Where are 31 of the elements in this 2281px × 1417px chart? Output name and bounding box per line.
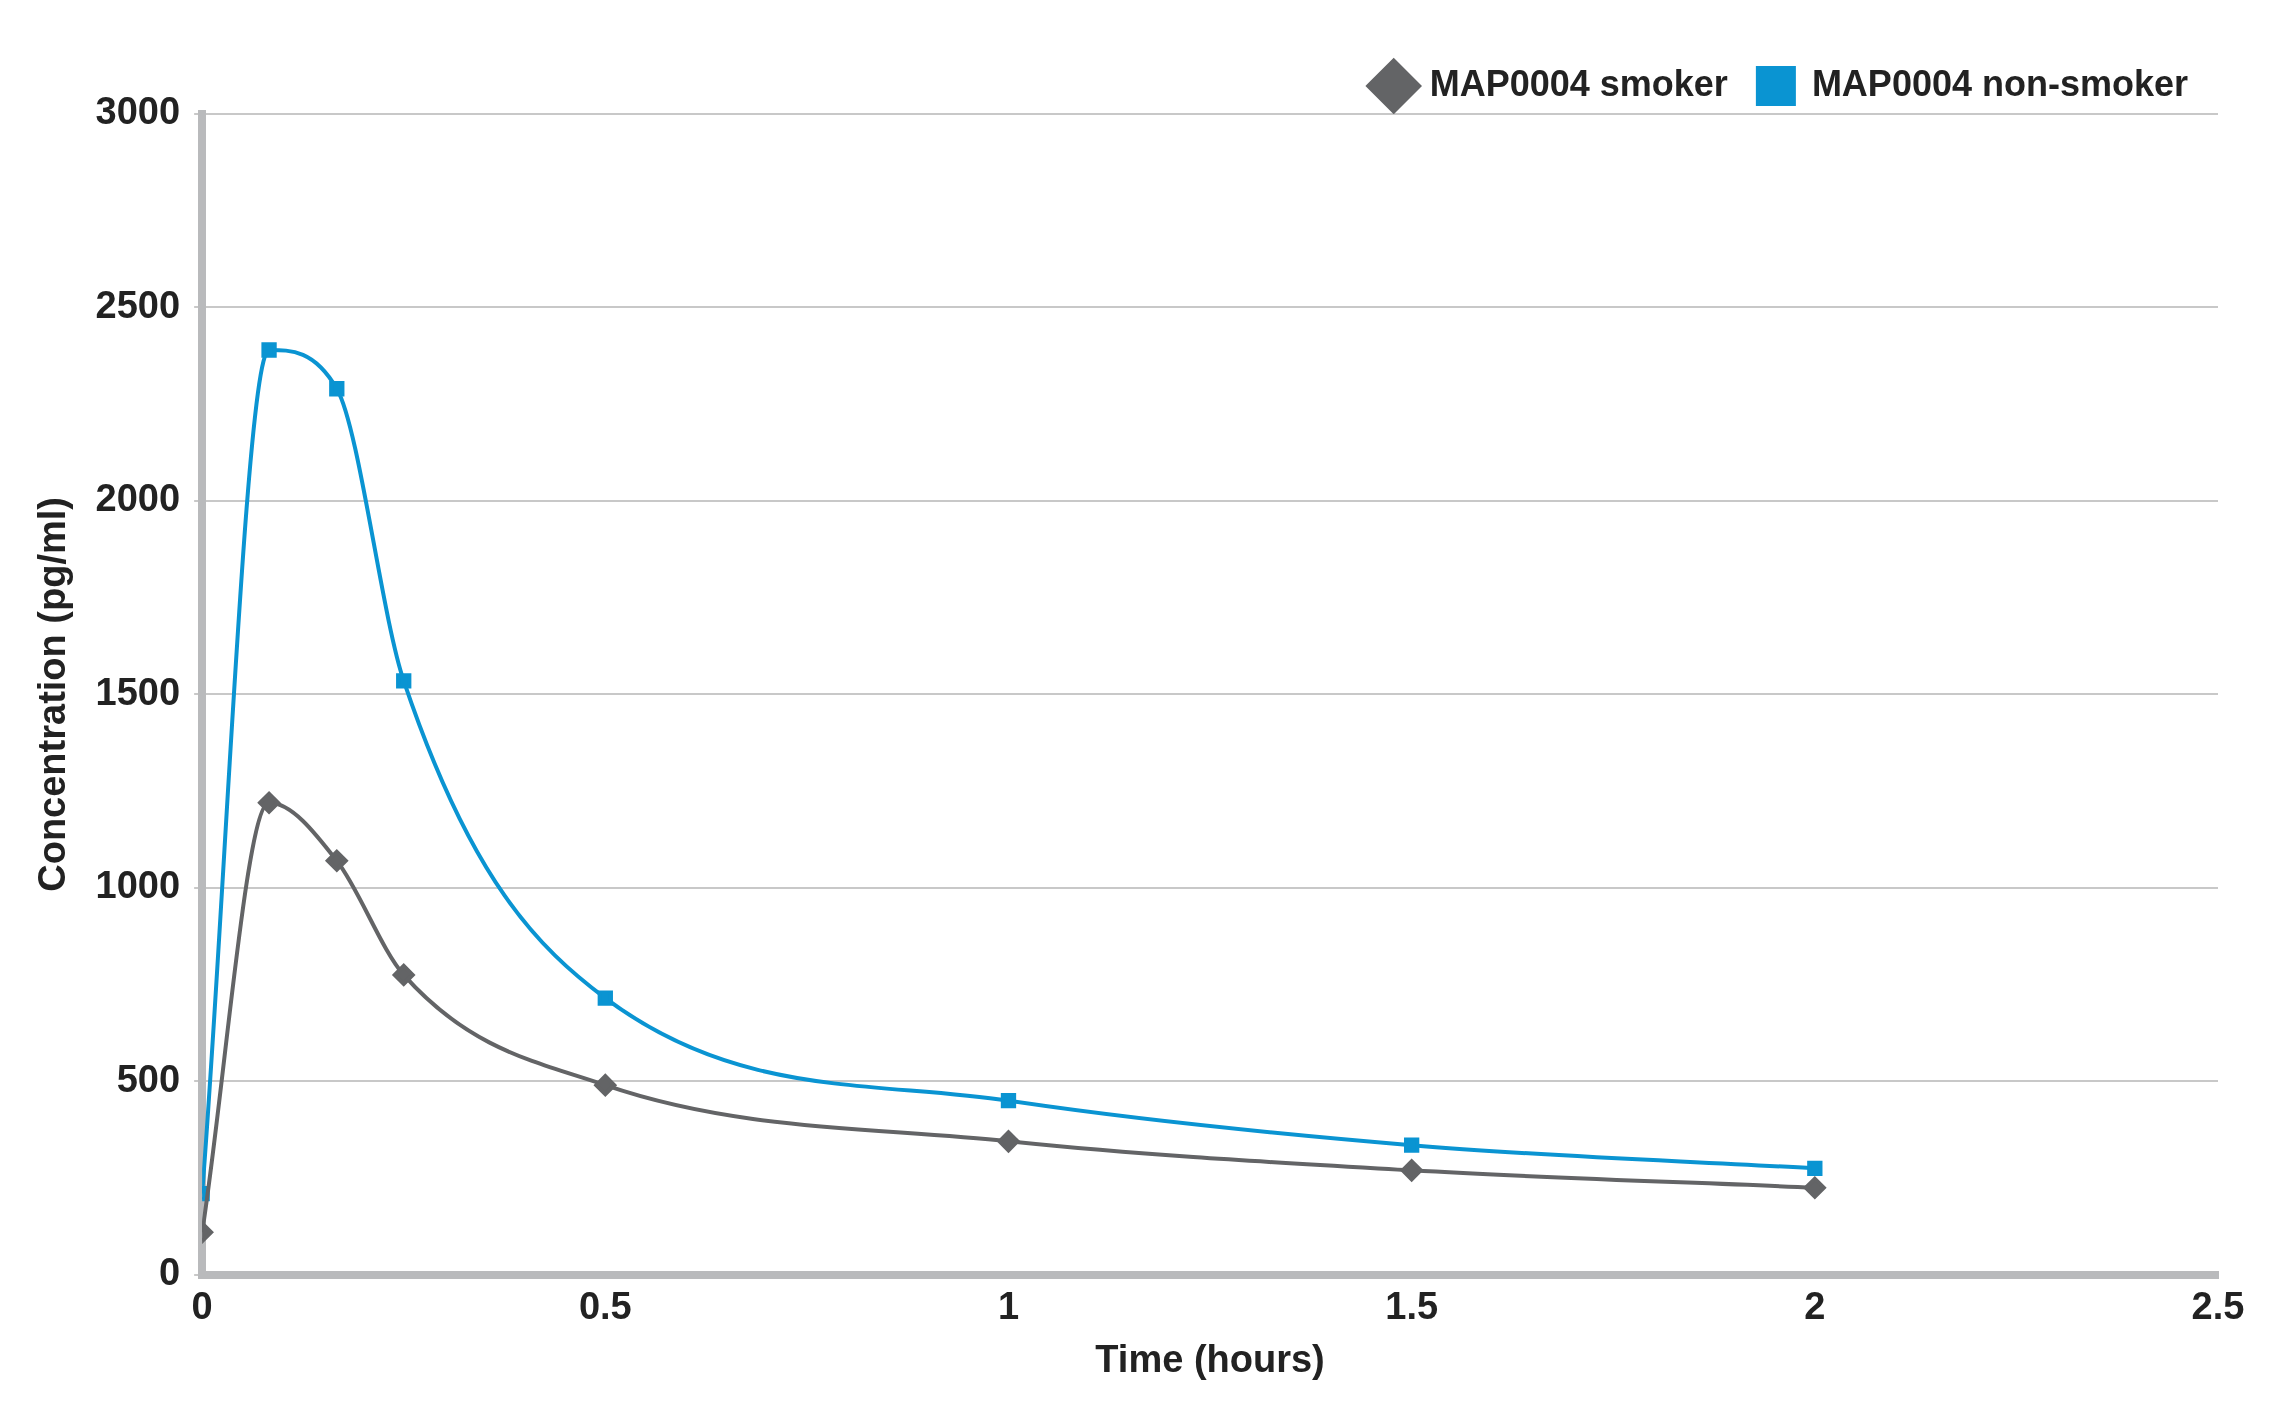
point: [1803, 1176, 1826, 1199]
point: [396, 673, 412, 689]
x-tick-label: 0.5: [578, 1285, 632, 1328]
point: [594, 1074, 617, 1097]
point: [1404, 1137, 1420, 1153]
point: [597, 990, 613, 1006]
y-tick-label: 0: [158, 1251, 181, 1294]
point: [1400, 1159, 1423, 1182]
y-tick-label: 1000: [95, 864, 181, 907]
point: [258, 791, 281, 814]
y-tick-label: 3000: [95, 90, 181, 133]
x-tick-label: 0: [191, 1285, 213, 1328]
x-tick-label: 1: [997, 1285, 1020, 1328]
point: [329, 381, 345, 397]
x-tick-label: 1.5: [1385, 1285, 1439, 1328]
point: [1000, 1093, 1017, 1109]
legend-label: MAP0004 smoker: [1429, 62, 1728, 104]
point: [997, 1130, 1020, 1153]
y-tick-label: 500: [116, 1057, 181, 1100]
x-tick-label: 2: [1804, 1285, 1826, 1328]
x-tick-label: 2.5: [2191, 1285, 2245, 1328]
point: [1807, 1160, 1823, 1177]
y-tick-label: 1500: [95, 670, 181, 713]
point: [261, 342, 277, 358]
y-tick-label: 2000: [95, 477, 181, 520]
y-tick-label: 2500: [95, 283, 181, 326]
legend-label: MAP0004 non-smoker: [1811, 62, 2189, 104]
point: [392, 963, 415, 986]
y-axis-title: Concentration (pg/ml): [31, 497, 74, 892]
point: [325, 849, 348, 872]
x-axis-title: Time (hours): [1095, 1337, 1325, 1380]
